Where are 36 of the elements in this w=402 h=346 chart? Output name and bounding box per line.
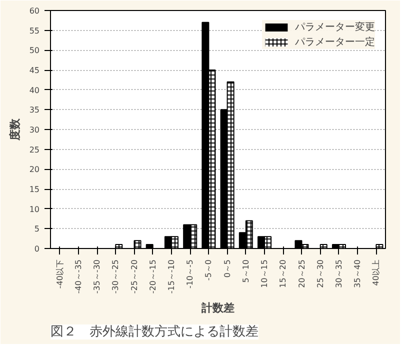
y-tick-label: 10: [29, 204, 40, 214]
y-tick-label: 55: [29, 26, 40, 36]
y-tick-label: 50: [29, 46, 40, 56]
x-tick-label: -35～-30: [92, 259, 102, 294]
y-tick-label: 0: [34, 244, 40, 254]
y-axis-title: 度数: [8, 118, 22, 142]
x-tick-label: -30～-25: [111, 259, 120, 294]
x-tick-label: 10～15: [260, 260, 270, 288]
x-tick-label: 40以上: [372, 259, 381, 286]
y-tick-label: 30: [29, 126, 40, 134]
x-tick-label: 20～25: [297, 260, 306, 288]
y-tick-label: 25: [29, 145, 40, 154]
x-tick-label: 5～10: [241, 259, 250, 283]
y-tick-label: 40: [29, 86, 40, 95]
x-tick-label: 35～40: [353, 260, 362, 288]
x-tick-label: -15～-10: [166, 259, 176, 294]
y-tick-label: 45: [29, 66, 40, 75]
x-tick-label: -20～-15: [148, 259, 158, 294]
x-tick-label: -40～-35: [74, 259, 83, 294]
legend-label: パラメーター変更: [295, 20, 375, 34]
caption: 図２ 赤外線計数方式による計数差: [50, 324, 258, 340]
x-tick-label: -40以下: [55, 259, 64, 289]
x-tick-label: 30～35: [334, 260, 344, 288]
y-tick-label: 5: [34, 224, 40, 234]
y-tick-label: 60: [29, 6, 40, 16]
x-tick-label: 15～20: [278, 260, 288, 288]
y-tick-label: 20: [29, 165, 40, 174]
x-tick-label: 25～30: [316, 260, 325, 288]
x-axis-title: 計数差: [200, 302, 234, 315]
x-tick-label: -25～-20: [130, 259, 139, 294]
legend-label: パラメーター一定: [295, 36, 375, 49]
x-tick-label: -10～-5: [186, 259, 195, 289]
x-tick-label: 0～5: [222, 259, 232, 278]
y-tick-label: 35: [29, 106, 40, 115]
x-tick-label: -5～0: [204, 259, 214, 281]
y-tick-label: 15: [29, 185, 40, 194]
